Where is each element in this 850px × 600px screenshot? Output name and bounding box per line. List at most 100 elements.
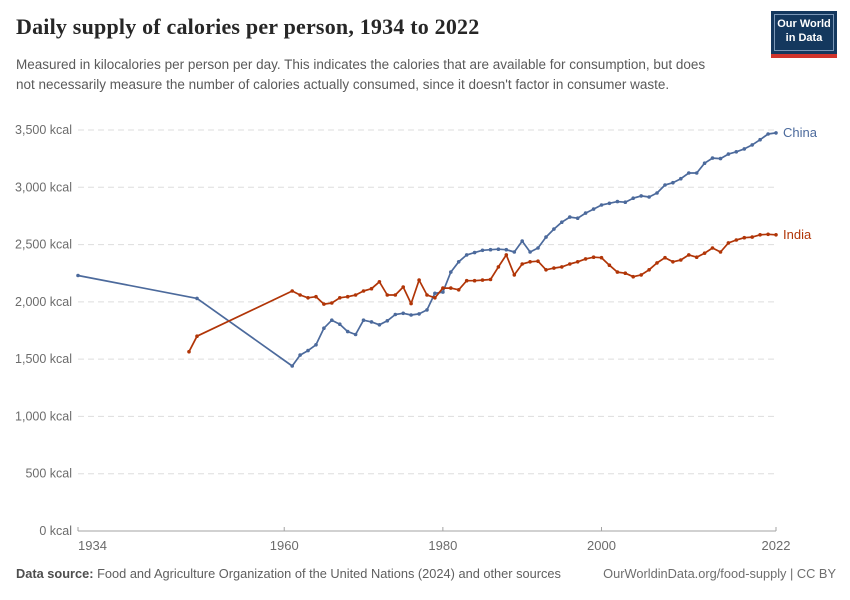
data-point xyxy=(496,265,501,269)
data-point xyxy=(758,137,762,142)
data-point xyxy=(671,180,675,185)
logo-line-1: Our World xyxy=(777,18,831,30)
data-point xyxy=(726,152,731,156)
data-point xyxy=(607,201,612,206)
data-point xyxy=(456,260,461,264)
data-point xyxy=(623,200,628,204)
data-point xyxy=(694,255,699,259)
data-point xyxy=(687,253,691,257)
data-point xyxy=(583,257,588,261)
series-line xyxy=(77,132,777,367)
data-point xyxy=(623,271,628,276)
data-point xyxy=(718,156,723,161)
data-point xyxy=(718,250,723,254)
data-point xyxy=(441,286,445,290)
y-axis-tick-label: 1,500 kcal xyxy=(15,352,72,366)
data-point xyxy=(766,232,770,237)
data-point xyxy=(488,247,493,252)
data-point xyxy=(568,262,572,266)
data-point xyxy=(583,211,588,215)
data-point xyxy=(520,262,524,266)
data-point xyxy=(520,239,524,243)
data-point xyxy=(393,312,398,317)
data-point xyxy=(774,131,778,135)
series-label-india: India xyxy=(783,227,812,242)
data-point xyxy=(766,132,770,136)
series-china[interactable]: China xyxy=(76,125,818,368)
series-line xyxy=(188,233,777,353)
data-point xyxy=(322,302,326,306)
data-point xyxy=(306,348,310,353)
data-point xyxy=(417,278,421,282)
data-point xyxy=(314,343,318,347)
data-point xyxy=(76,273,80,278)
y-axis-tick-label: 0 kcal xyxy=(39,524,72,538)
data-point xyxy=(361,318,366,323)
data-point xyxy=(591,207,596,211)
series-india[interactable]: India xyxy=(187,227,812,354)
data-point xyxy=(449,286,453,290)
data-point xyxy=(338,296,342,300)
data-point xyxy=(306,296,310,300)
data-point xyxy=(409,313,413,317)
data-point xyxy=(441,290,445,294)
data-point xyxy=(734,150,739,154)
data-point xyxy=(615,199,620,204)
logo-red-bar xyxy=(771,53,837,58)
data-point xyxy=(710,246,715,250)
data-source-text: Food and Agriculture Organization of the… xyxy=(97,566,561,581)
logo-line-2: in Data xyxy=(785,31,823,44)
x-axis-tick-label: 1960 xyxy=(270,538,299,553)
data-point xyxy=(655,191,659,195)
data-point xyxy=(750,235,754,239)
data-point xyxy=(512,250,517,254)
owid-url-license-link[interactable]: OurWorldinData.org/food-supply | CC BY xyxy=(603,566,836,581)
data-point xyxy=(480,278,485,282)
x-axis-tick-label: 2022 xyxy=(762,538,791,553)
data-point xyxy=(401,285,406,289)
data-point xyxy=(195,296,199,301)
data-point xyxy=(393,293,398,297)
owid-logo[interactable]: Our World in Data xyxy=(771,11,837,58)
data-point xyxy=(552,266,556,270)
data-point xyxy=(575,216,580,220)
data-point xyxy=(345,294,350,299)
data-point xyxy=(464,278,469,283)
data-point xyxy=(552,227,556,231)
data-source-label: Data source: xyxy=(16,566,94,581)
data-point xyxy=(631,274,635,279)
data-point xyxy=(480,248,485,253)
y-axis-tick-label: 3,000 kcal xyxy=(15,180,72,194)
data-point xyxy=(449,270,453,274)
data-point xyxy=(425,308,429,312)
logo-text: Our World in Data xyxy=(774,14,834,51)
x-axis-tick-label: 1980 xyxy=(428,538,457,553)
data-point xyxy=(560,265,564,269)
data-point xyxy=(568,215,572,219)
data-point xyxy=(353,332,358,337)
data-point xyxy=(314,294,318,299)
data-point xyxy=(369,286,374,291)
data-point xyxy=(433,296,437,300)
data-point xyxy=(702,161,707,165)
data-point xyxy=(528,250,532,254)
x-axis-tick-label: 1934 xyxy=(78,538,107,553)
data-point xyxy=(742,235,747,240)
data-point xyxy=(330,301,334,305)
data-point xyxy=(607,263,612,268)
data-point xyxy=(472,250,477,255)
data-point xyxy=(417,312,421,316)
data-point xyxy=(385,319,390,323)
data-point xyxy=(742,147,747,151)
data-point xyxy=(591,255,596,259)
data-point xyxy=(655,261,659,265)
y-gridlines: 0 kcal 500 kcal 1,000 kcal 1,500 kcal 2,000 … xyxy=(15,123,776,538)
data-point xyxy=(599,203,604,207)
data-point xyxy=(322,326,326,331)
chart-footer: Data source: Food and Agriculture Organi… xyxy=(16,566,836,581)
data-point xyxy=(187,349,191,354)
data-point xyxy=(560,220,564,224)
data-point xyxy=(631,196,635,200)
